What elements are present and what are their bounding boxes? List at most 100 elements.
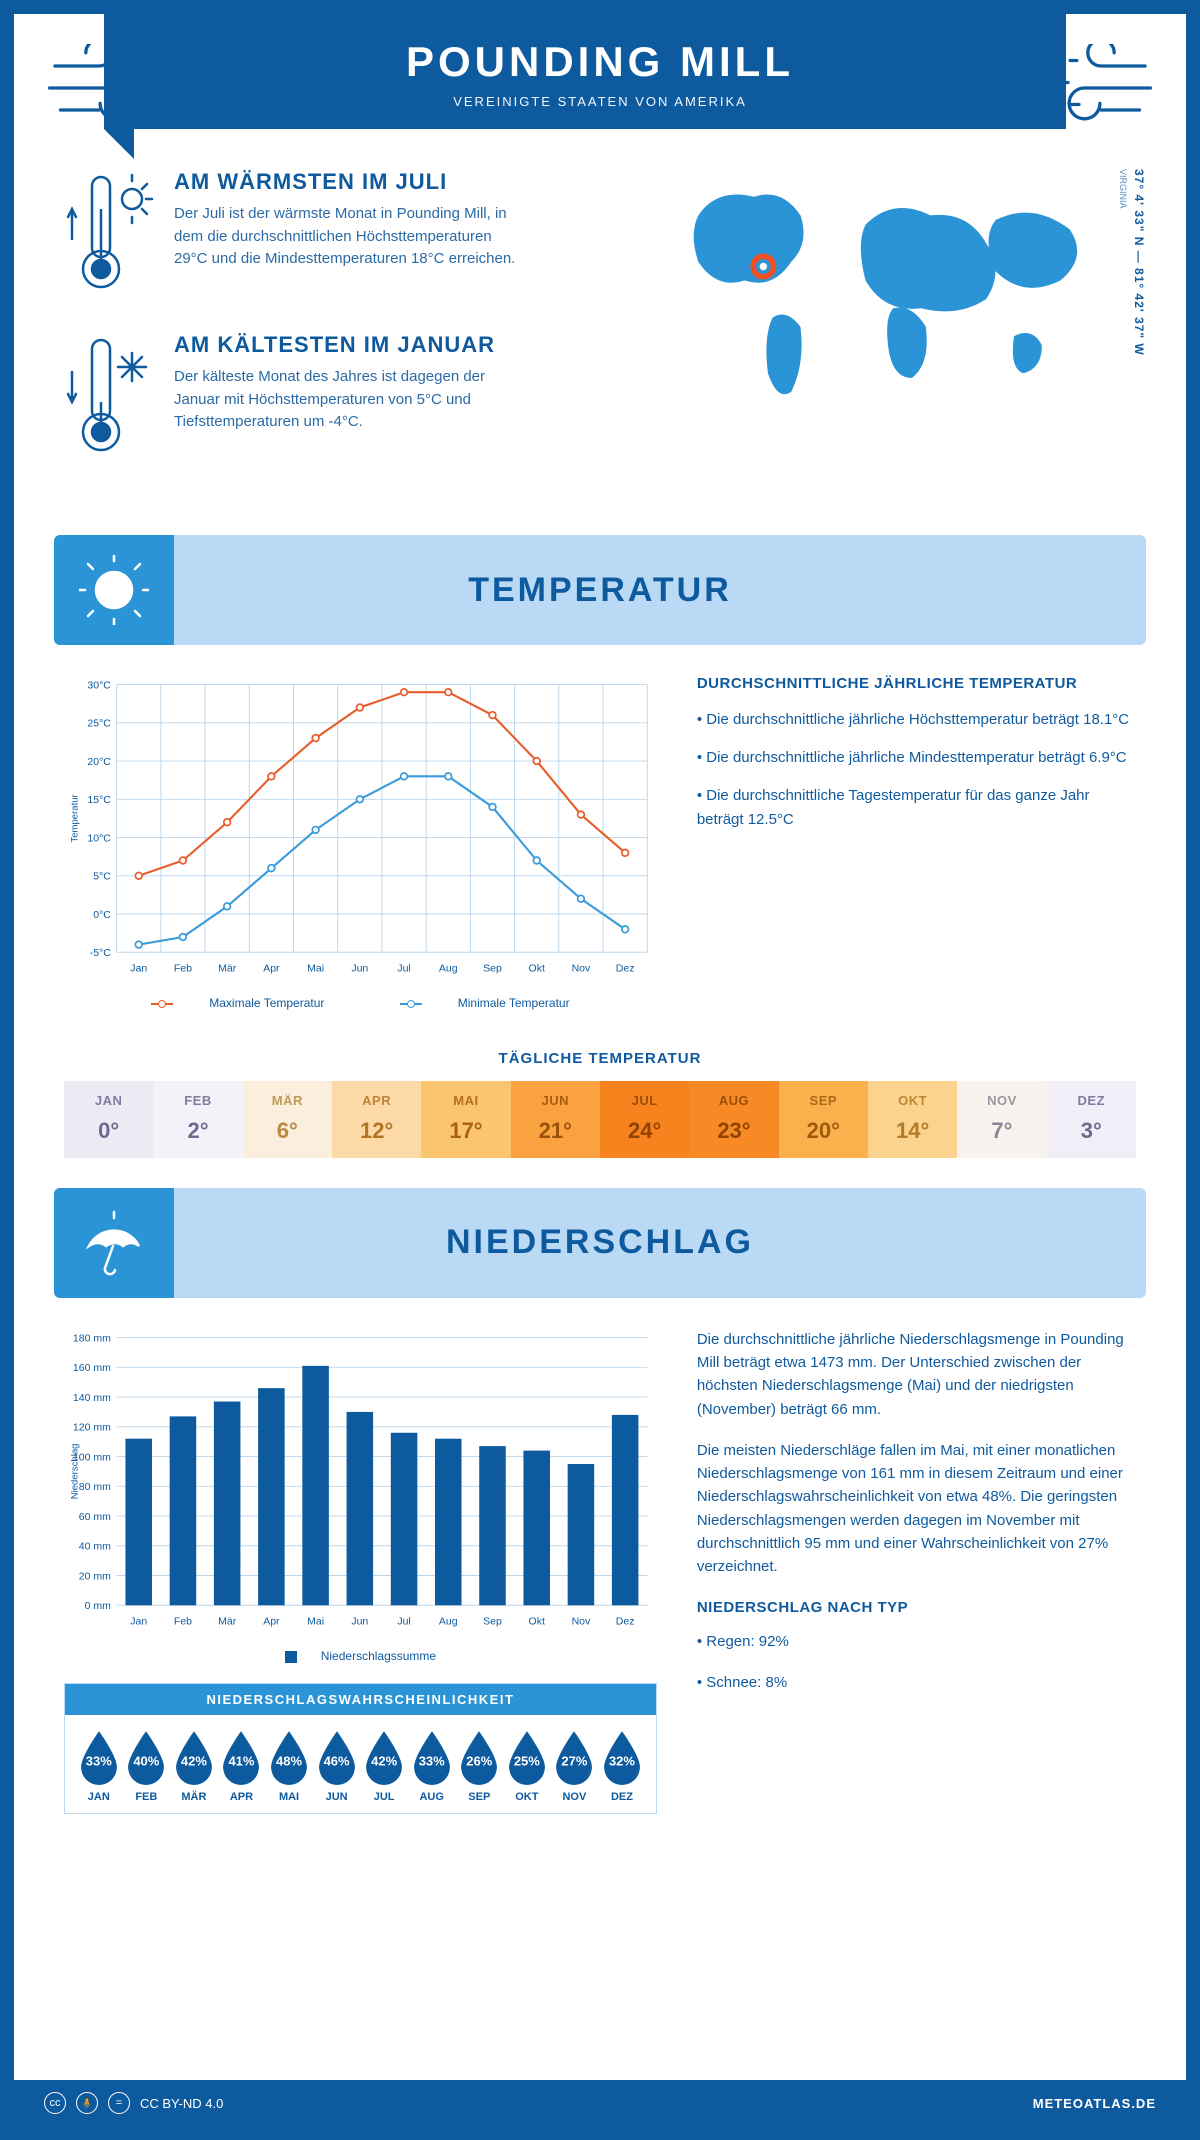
svg-text:Aug: Aug (439, 962, 458, 974)
temperature-summary: DURCHSCHNITTLICHE JÄHRLICHE TEMPERATUR •… (697, 675, 1136, 1010)
svg-text:Jan: Jan (130, 962, 147, 974)
coldest-title: AM KÄLTESTEN IM JANUAR (174, 332, 524, 358)
svg-text:Mai: Mai (307, 962, 324, 974)
svg-text:Dez: Dez (616, 962, 635, 974)
daily-temp-cell: SEP20° (779, 1081, 868, 1158)
svg-text:Jun: Jun (351, 1615, 368, 1627)
by-icon: 🧍 (76, 2092, 98, 2114)
svg-text:Jun: Jun (351, 962, 368, 974)
warmest-fact: AM WÄRMSTEN IM JULI Der Juli ist der wär… (64, 169, 621, 304)
svg-text:20°C: 20°C (87, 756, 111, 768)
precip-chart-legend: Niederschlagssumme (64, 1649, 657, 1663)
probability-drop: 26%SEP (456, 1729, 504, 1803)
svg-text:Sep: Sep (483, 962, 502, 974)
probability-drop: 46%JUN (313, 1729, 361, 1803)
svg-text:10°C: 10°C (87, 832, 111, 844)
temperature-heading: TEMPERATUR (468, 571, 732, 610)
svg-text:Niederschlag: Niederschlag (69, 1444, 80, 1500)
nd-icon: = (108, 2092, 130, 2114)
svg-text:Jan: Jan (130, 1615, 147, 1627)
daily-temperature-strip: JAN0°FEB2°MÄR6°APR12°MAI17°JUN21°JUL24°A… (64, 1081, 1136, 1158)
precipitation-bar-chart: 0 mm20 mm40 mm60 mm80 mm100 mm120 mm140 … (64, 1328, 657, 1814)
legend-max-label: Maximale Temperatur (209, 996, 324, 1010)
svg-text:60 mm: 60 mm (79, 1511, 111, 1523)
svg-text:Jul: Jul (397, 962, 410, 974)
coldest-text: Der kälteste Monat des Jahres ist dagege… (174, 366, 524, 434)
precipitation-probability-box: NIEDERSCHLAGSWAHRSCHEINLICHKEIT 33%JAN40… (64, 1683, 657, 1814)
svg-text:0°C: 0°C (93, 909, 111, 921)
svg-text:Nov: Nov (572, 962, 591, 974)
warmest-text: Der Juli ist der wärmste Monat in Poundi… (174, 203, 524, 271)
temp-info-3: • Die durchschnittliche Tagestemperatur … (697, 784, 1136, 832)
page-title: POUNDING MILL (154, 38, 1046, 86)
svg-text:80 mm: 80 mm (79, 1481, 111, 1493)
temp-info-1: • Die durchschnittliche jährliche Höchst… (697, 708, 1136, 732)
daily-temp-cell: JUN21° (511, 1081, 600, 1158)
svg-text:0 mm: 0 mm (85, 1600, 112, 1612)
precip-legend-label: Niederschlagssumme (321, 1649, 436, 1663)
svg-text:5°C: 5°C (93, 871, 111, 883)
thermometer-hot-icon (64, 169, 154, 304)
svg-text:140 mm: 140 mm (73, 1392, 111, 1404)
svg-text:40 mm: 40 mm (79, 1541, 111, 1553)
sun-icon (54, 535, 174, 645)
page-subtitle: VEREINIGTE STAATEN VON AMERIKA (154, 94, 1046, 109)
daily-temp-cell: FEB2° (153, 1081, 242, 1158)
daily-temp-cell: APR12° (332, 1081, 421, 1158)
temperature-line-chart: -5°C0°C5°C10°C15°C20°C25°C30°CJanFebMärA… (64, 675, 657, 1010)
probability-drop: 25%OKT (503, 1729, 551, 1803)
daily-temp-cell: OKT14° (868, 1081, 957, 1158)
probability-drop: 32%DEZ (598, 1729, 646, 1803)
svg-text:20 mm: 20 mm (79, 1570, 111, 1582)
svg-text:180 mm: 180 mm (73, 1332, 111, 1344)
svg-text:Dez: Dez (616, 1615, 635, 1627)
svg-text:Nov: Nov (572, 1615, 591, 1627)
probability-drop: 48%MAI (265, 1729, 313, 1803)
license-text: CC BY-ND 4.0 (140, 2096, 223, 2111)
daily-temp-cell: AUG23° (689, 1081, 778, 1158)
daily-temp-cell: JUL24° (600, 1081, 689, 1158)
daily-temp-cell: MAI17° (421, 1081, 510, 1158)
temp-chart-legend: Maximale Temperatur Minimale Temperatur (64, 996, 657, 1010)
svg-text:15°C: 15°C (87, 794, 111, 806)
probability-drop: 40%FEB (123, 1729, 171, 1803)
svg-text:Mai: Mai (307, 1615, 324, 1627)
svg-text:160 mm: 160 mm (73, 1362, 111, 1374)
svg-text:Apr: Apr (263, 1615, 280, 1627)
coldest-fact: AM KÄLTESTEN IM JANUAR Der kälteste Mona… (64, 332, 621, 467)
temp-info-2: • Die durchschnittliche jährliche Mindes… (697, 746, 1136, 770)
daily-temp-cell: NOV7° (957, 1081, 1046, 1158)
umbrella-icon (54, 1188, 174, 1298)
precip-type-1: • Regen: 92% (697, 1630, 1136, 1653)
warmest-title: AM WÄRMSTEN IM JULI (174, 169, 524, 195)
precip-type-2: • Schnee: 8% (697, 1671, 1136, 1694)
intro-section: AM WÄRMSTEN IM JULI Der Juli ist der wär… (14, 129, 1186, 525)
svg-text:Feb: Feb (174, 1615, 192, 1627)
svg-text:Aug: Aug (439, 1615, 458, 1627)
svg-text:Sep: Sep (483, 1615, 502, 1627)
header-banner: POUNDING MILL VEREINIGTE STAATEN VON AME… (134, 14, 1066, 129)
svg-text:-5°C: -5°C (90, 947, 112, 959)
precipitation-banner: NIEDERSCHLAG (54, 1188, 1146, 1298)
precipitation-summary: Die durchschnittliche jährliche Niedersc… (697, 1328, 1136, 1814)
daily-temp-cell: DEZ3° (1047, 1081, 1136, 1158)
footer: cc 🧍 = CC BY-ND 4.0 METEOATLAS.DE (14, 2080, 1186, 2126)
probability-drop: 33%AUG (408, 1729, 456, 1803)
daily-temp-cell: JAN0° (64, 1081, 153, 1158)
svg-text:25°C: 25°C (87, 718, 111, 730)
daily-temp-heading: TÄGLICHE TEMPERATUR (14, 1050, 1186, 1067)
svg-text:Apr: Apr (263, 962, 280, 974)
probability-drop: 33%JAN (75, 1729, 123, 1803)
precip-para-2: Die meisten Niederschläge fallen im Mai,… (697, 1439, 1136, 1579)
world-map (651, 169, 1136, 429)
probability-title: NIEDERSCHLAGSWAHRSCHEINLICHKEIT (65, 1684, 656, 1715)
svg-text:Okt: Okt (529, 962, 545, 974)
probability-drop: 42%MÄR (170, 1729, 218, 1803)
license-block: cc 🧍 = CC BY-ND 4.0 (44, 2092, 223, 2114)
svg-text:Okt: Okt (529, 1615, 545, 1627)
svg-text:Feb: Feb (174, 962, 192, 974)
coordinates: 37° 4' 33" N — 81° 42' 37" W (1132, 169, 1146, 356)
precip-para-1: Die durchschnittliche jährliche Niedersc… (697, 1328, 1136, 1421)
temperature-banner: TEMPERATUR (54, 535, 1146, 645)
svg-text:Mär: Mär (218, 962, 237, 974)
